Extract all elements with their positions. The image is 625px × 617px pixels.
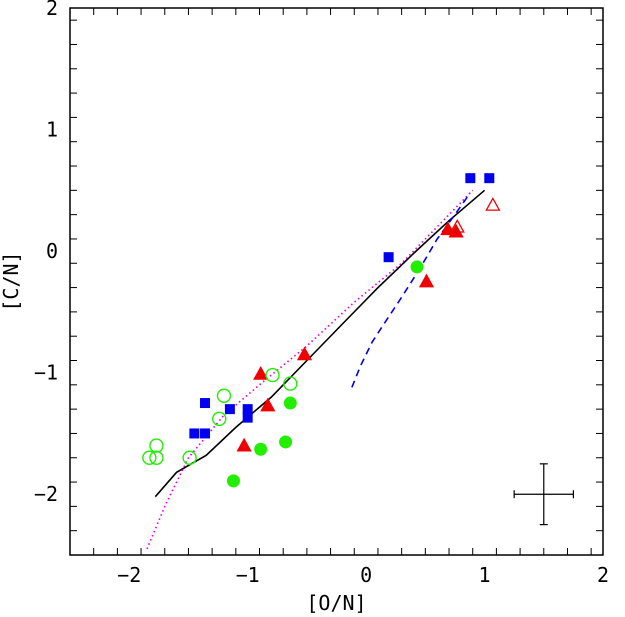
x-tick-label: 1 [479, 563, 491, 587]
triangle-marker [236, 437, 252, 452]
open-circle-marker [142, 450, 157, 465]
y-tick-label: 1 [46, 118, 58, 142]
triangle-marker [418, 273, 435, 288]
circle-marker [254, 442, 268, 456]
square-marker [200, 428, 211, 439]
triangle-marker [448, 223, 464, 238]
open-circle-marker [265, 367, 280, 383]
plot-frame [69, 7, 604, 556]
square-marker [383, 252, 394, 263]
open-circle-marker [283, 376, 298, 391]
open-circle-marker [149, 438, 164, 453]
open-triangle-marker [449, 218, 465, 233]
tick-labels: −2 −1 0 1 2 −2 −1 0 1 2 [34, 0, 609, 587]
square-marker [465, 173, 476, 184]
square-marker [484, 173, 495, 184]
y-tick-label: 2 [46, 0, 58, 20]
x-tick-label: −1 [236, 563, 260, 587]
y-tick-label: −1 [34, 361, 58, 385]
circle-marker [226, 474, 240, 488]
error-bar [513, 463, 574, 526]
x-tick-label: 0 [360, 563, 372, 587]
circle-marker [279, 435, 293, 449]
square-marker [224, 404, 235, 415]
square-marker [200, 398, 211, 409]
open-circle-marker [212, 411, 227, 427]
data-points [142, 173, 501, 488]
x-tick-label: 2 [597, 563, 609, 587]
axis-ticks [69, 8, 603, 556]
solid-model-curve [154, 189, 486, 498]
triangle-marker [296, 346, 313, 361]
y-tick-label: 0 [46, 239, 58, 263]
square-marker [242, 412, 253, 423]
dotted-model-curve [146, 189, 474, 550]
open-triangle-marker [485, 197, 501, 211]
x-axis-label: [O/N] [306, 591, 366, 615]
open-circle-marker [216, 388, 232, 403]
square-marker [242, 404, 253, 415]
triangle-marker [260, 397, 276, 412]
model-curves [146, 189, 486, 550]
open-circle-marker [149, 450, 164, 465]
y-tick-label: −2 [34, 482, 58, 506]
circle-marker [410, 260, 424, 274]
y-axis-label: [C/N] [0, 251, 23, 311]
circle-marker [283, 396, 297, 410]
x-tick-label: −2 [117, 563, 141, 587]
open-circle-marker [182, 450, 197, 465]
plot-border [69, 7, 604, 556]
square-marker [189, 428, 200, 439]
triangle-marker [253, 366, 269, 380]
